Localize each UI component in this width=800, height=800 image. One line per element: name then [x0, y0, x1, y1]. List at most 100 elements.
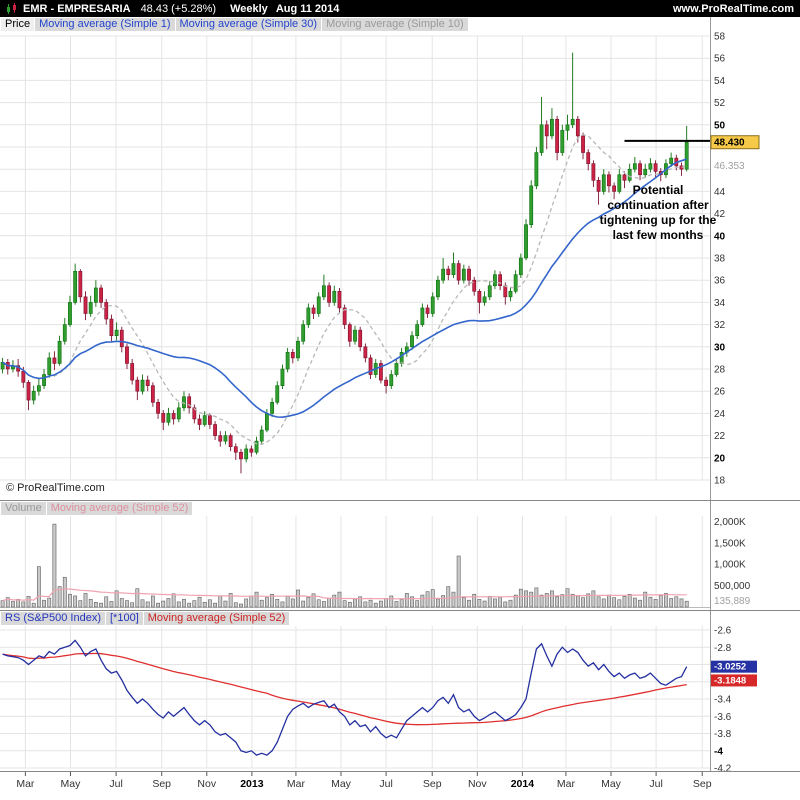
candle-body [493, 274, 497, 287]
time-axis[interactable]: Mar May Jul Sep Nov 2013 Mar May Jul Sep Nov 2014 Ma… [0, 771, 800, 800]
volume-bar [57, 586, 62, 608]
price-axis-label: 44 [714, 187, 726, 198]
candle-body [47, 357, 52, 375]
volume-bar [218, 595, 223, 608]
volume-bar [264, 597, 269, 608]
price-chart[interactable]: 58 56 54 52 50 44 42 40 38 36 34 32 30 28 26 24 22 20 18 48… [0, 17, 800, 501]
candle-body [498, 274, 503, 287]
volume-bar [52, 523, 57, 608]
volume-bar [213, 602, 217, 608]
candle-body [78, 271, 83, 298]
candle-body [389, 374, 394, 386]
volume-bar [83, 593, 88, 608]
volume-bar [467, 599, 471, 608]
price-legend-item[interactable]: Moving average (Simple 10) [322, 18, 468, 31]
candle-body [280, 368, 285, 386]
volume-bar [425, 591, 430, 608]
candle-body [596, 180, 601, 192]
volume-bar [239, 603, 243, 608]
volume-bar [472, 593, 477, 608]
volume-axis-label: 1,500K [714, 538, 746, 549]
candle-body [627, 168, 632, 181]
volume-bar [327, 597, 331, 608]
candle-body [358, 329, 363, 348]
volume-bar [456, 555, 461, 608]
volume-bar [176, 601, 181, 608]
volume-bar [316, 599, 321, 608]
price-axis-label: 36 [714, 276, 726, 287]
volume-bar [674, 596, 679, 608]
candle-body [648, 163, 653, 170]
last-price-badge [710, 135, 760, 150]
volume-bar [140, 599, 145, 608]
time-axis-label: Jul [379, 778, 392, 790]
volume-bar [166, 598, 171, 608]
candle-body [436, 279, 440, 298]
volume-bar [62, 576, 67, 608]
volume-bar [161, 600, 166, 608]
candle-body [482, 296, 487, 303]
candle-body [290, 352, 295, 359]
price-axis-label: 22 [714, 431, 726, 442]
candle-body [130, 363, 135, 381]
candle-body [601, 174, 606, 192]
volume-legend-item[interactable]: Volume [1, 502, 46, 515]
rs-axis-label: -3.4 [714, 695, 732, 706]
volume-bar [150, 595, 155, 608]
rs-legend-item[interactable]: RS (S&P500 Index) [1, 612, 105, 625]
rs-legend-item[interactable]: Moving average (Simple 52) [143, 612, 290, 625]
price-legend-item[interactable]: Price [1, 18, 35, 31]
candle-body [119, 329, 124, 348]
candle-body [166, 413, 171, 423]
volume-bar [664, 593, 668, 608]
volume-legend: Volume Moving average (Simple 52) [1, 502, 193, 515]
price-axis-label: 42 [714, 209, 726, 220]
volume-bar [451, 591, 456, 608]
volume-bar [658, 595, 663, 608]
volume-bar [503, 601, 508, 608]
volume-bar [342, 600, 347, 608]
candle-body [301, 324, 306, 342]
price-legend-item[interactable]: Moving average (Simple 1) [35, 18, 175, 31]
candle-body [638, 163, 642, 176]
volume-bar [26, 596, 31, 608]
volume-legend-item[interactable]: Moving average (Simple 52) [46, 502, 193, 515]
time-axis-label: 2013 [240, 778, 264, 790]
rs-axis-label: -2.8 [714, 643, 732, 654]
volume-bar [0, 600, 5, 608]
rs-chart[interactable]: -2.6 -2.8 -3.4 -3.6 -3.8 -4 -4.2 -3.0252 -3.1848 [0, 611, 800, 771]
price-panel: 58 56 54 52 50 44 42 40 38 36 34 32 30 28 26 24 22 20 18 48… [0, 17, 800, 501]
candle-body [544, 124, 549, 137]
volume-bar [363, 601, 368, 608]
volume-bar [353, 598, 357, 608]
volume-bar [358, 596, 363, 608]
volume-bar [436, 598, 440, 608]
candle-body [327, 285, 331, 303]
candle-body [425, 307, 430, 314]
candle-body [62, 324, 67, 342]
price-legend-item[interactable]: Moving average (Simple 30) [175, 18, 322, 31]
candle-body [322, 285, 326, 298]
candle-body [156, 401, 160, 414]
candle-body [306, 307, 311, 325]
volume-bar [368, 599, 373, 608]
volume-bar [280, 601, 285, 608]
candle-body [36, 385, 41, 392]
volume-bar [301, 600, 306, 608]
candle-body [270, 401, 274, 414]
time-axis-label: Nov [197, 778, 216, 790]
volume-chart[interactable]: 2,000K 1,500K 1,000K 500,000 135,889 [0, 501, 800, 611]
volume-bar [47, 597, 52, 608]
volume-bar [394, 601, 399, 608]
volume-bar [643, 591, 648, 608]
candle-body [632, 163, 637, 170]
prorealtime-link[interactable]: www.ProRealTime.com [672, 2, 794, 15]
volume-axis-label: 1,000K [714, 560, 746, 571]
candle-body [684, 141, 689, 170]
volume-last-label: 135,889 [714, 596, 751, 607]
time-axis-label: Sep [693, 778, 712, 790]
volume-bar [223, 600, 228, 608]
volume-bar [555, 596, 560, 608]
candle-body [612, 185, 617, 192]
rs-legend-item[interactable]: [*100] [106, 612, 143, 625]
